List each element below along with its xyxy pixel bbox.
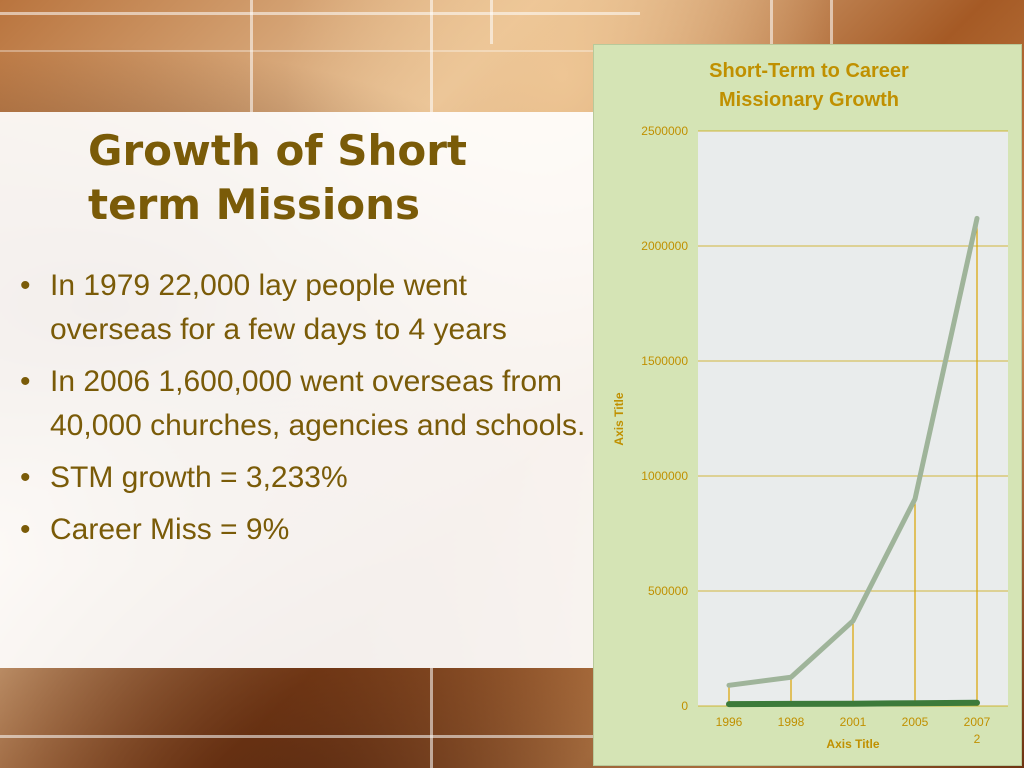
x-axis-title: Axis Title <box>826 737 879 751</box>
y-tick-label: 1500000 <box>641 354 688 368</box>
chart-container: Short-Term to Career Missionary Growth 2… <box>593 44 1022 766</box>
x-tick-label: 1996 <box>716 715 743 729</box>
x-tick-label-extra: 2 <box>974 732 981 746</box>
y-tick-label: 0 <box>681 699 688 713</box>
bullet-list: • In 1979 22,000 lay people went overseas… <box>20 264 590 560</box>
y-tick-label: 2000000 <box>641 239 688 253</box>
y-tick-label: 1000000 <box>641 469 688 483</box>
chart-title-line-2: Missionary Growth <box>719 89 899 111</box>
bullet-marker: • <box>20 461 31 494</box>
series-lines <box>726 215 980 708</box>
bullet-text: In 1979 22,000 lay people went overseas … <box>50 269 507 346</box>
x-tick-label: 1998 <box>778 715 805 729</box>
series-line <box>726 215 980 688</box>
chart-title-line-1: Short-Term to Career <box>709 60 909 82</box>
bullet-text: In 2006 1,600,000 went overseas from 40,… <box>50 365 586 442</box>
bullet-text: STM growth = 3,233% <box>50 461 348 494</box>
bullet-item: • Career Miss = 9% <box>20 508 590 552</box>
y-axis-title: Axis Title <box>612 392 626 445</box>
bullet-marker: • <box>20 513 31 546</box>
y-tick-label: 2500000 <box>641 124 688 138</box>
plot-area <box>698 131 1008 706</box>
y-axis-ticks: 2500000 2000000 1500000 1000000 500000 0 <box>641 124 688 713</box>
x-tick-label: 2007 <box>964 715 991 729</box>
x-axis-ticks: 1996 1998 2001 2005 2007 2 <box>716 715 991 746</box>
y-tick-label: 500000 <box>648 584 688 598</box>
bullet-marker: • <box>20 365 31 398</box>
drop-lines <box>728 218 978 706</box>
bullet-item: • In 1979 22,000 lay people went overseas… <box>20 264 590 352</box>
line-chart: Short-Term to Career Missionary Growth 2… <box>612 60 1008 751</box>
x-tick-label: 2001 <box>840 715 867 729</box>
bullet-text: Career Miss = 9% <box>50 513 290 546</box>
text-panel <box>0 112 640 668</box>
bullet-item: • STM growth = 3,233% <box>20 456 590 500</box>
series-line <box>726 699 980 708</box>
bullet-item: • In 2006 1,600,000 went overseas from 40… <box>20 360 590 448</box>
slide-title: Growth of Short term Missions <box>88 126 467 229</box>
x-tick-label: 2005 <box>902 715 929 729</box>
bullet-marker: • <box>20 269 31 302</box>
